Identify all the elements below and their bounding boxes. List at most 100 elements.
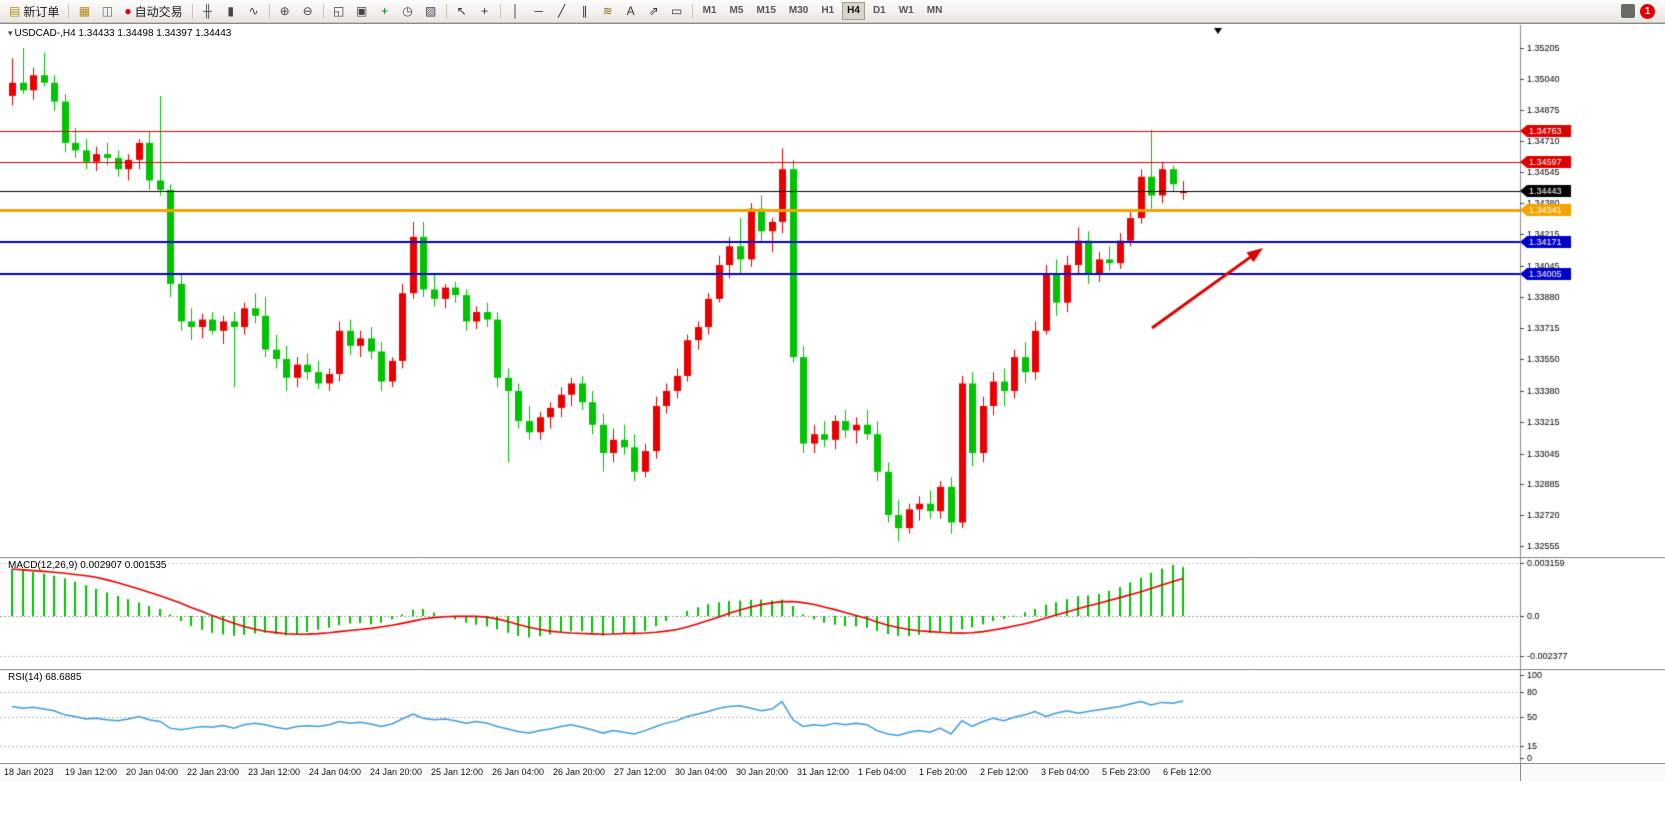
toolbar-separator: [68, 3, 70, 19]
tile-windows-icon[interactable]: ◱: [328, 1, 350, 22]
timeframe-button-d1[interactable]: D1: [872, 5, 886, 16]
horizontal-line-icon-glyph: ─: [534, 4, 543, 18]
time-label: 5 Feb 23:00: [1102, 767, 1151, 777]
rsi-indicator-label: RSI(14) 68.6885: [8, 672, 82, 683]
time-label: 27 Jan 12:00: [614, 767, 667, 777]
text-label-icon[interactable]: A: [620, 1, 642, 22]
candlestick-chart-icon-glyph: ▮: [227, 4, 234, 18]
timeframe-button-m15[interactable]: M15: [756, 5, 776, 16]
timeframe-button-h1[interactable]: H1: [821, 5, 835, 16]
toolbar: ▤ 新订单 ▦ ◫ ● 自动交易 ╫ ▮ ∿ ⊕ ⊖ ◱ ▣ + ◷ ▨ ↖ + │ ─ ╱ ∥ ≋ A ⇗ ▭ M1 M5 M15 M3…: [0, 0, 1665, 23]
time-label: 20 Jan 04:00: [126, 767, 179, 777]
charts-icon-glyph: ▦: [78, 4, 91, 18]
equidistant-channel-icon-glyph: ∥: [581, 4, 588, 18]
timeframe-button-m1[interactable]: M1: [702, 5, 717, 16]
text-label-icon-glyph: A: [626, 4, 635, 18]
new-order-label: 新订单: [23, 4, 60, 19]
crosshair-icon-glyph: +: [481, 4, 489, 18]
zoom-out-icon[interactable]: ⊖: [297, 1, 319, 22]
shapes-icon-glyph: ▭: [670, 4, 683, 18]
toolbar-separator: [268, 3, 270, 19]
time-label: 25 Jan 12:00: [431, 767, 484, 777]
notifications-badge[interactable]: 1: [1640, 3, 1655, 19]
time-label: 30 Jan 20:00: [736, 767, 789, 777]
toolbar-separator: [499, 3, 501, 19]
fibonacci-icon-glyph: ≋: [602, 4, 613, 18]
trendline-icon[interactable]: ╱: [551, 1, 573, 22]
zoom-in-icon-glyph: ⊕: [279, 4, 290, 18]
new-order-button[interactable]: ▤ 新订单: [4, 1, 64, 22]
arrows-tool-icon-glyph: ⇗: [648, 4, 659, 18]
time-label: 6 Feb 12:00: [1163, 767, 1212, 777]
charts-icon[interactable]: ▦: [73, 1, 95, 22]
add-indicator-icon[interactable]: +: [374, 1, 396, 22]
toolbar-separator: [445, 3, 447, 19]
chart-title-text: USDCAD-,H4 1.34433 1.34498 1.34397 1.344…: [14, 28, 232, 39]
templates-icon-glyph: ▨: [424, 4, 437, 18]
line-chart-icon[interactable]: ∿: [243, 1, 265, 22]
line-chart-icon-glyph: ∿: [248, 4, 259, 18]
side-panel-icon[interactable]: [1621, 4, 1635, 18]
fibonacci-icon[interactable]: ≋: [597, 1, 619, 22]
timeframe-button-w1[interactable]: W1: [898, 5, 914, 16]
cursor-icon[interactable]: ↖: [451, 1, 473, 22]
time-label: 2 Feb 12:00: [980, 767, 1029, 777]
toolbar-separator: [322, 3, 324, 19]
time-label: 26 Jan 20:00: [553, 767, 606, 777]
templates-icon[interactable]: ▨: [420, 1, 442, 22]
timeframe-button-h4[interactable]: H4: [842, 2, 865, 20]
tile-windows-icon-glyph: ◱: [332, 4, 345, 18]
time-axis[interactable]: 18 Jan 2023 19 Jan 12:00 20 Jan 04:00 22 Ja…: [0, 763, 1665, 781]
chart-window[interactable]: ▾ USDCAD-,H4 1.34433 1.34498 1.34397 1.34…: [0, 23, 1665, 833]
trendline-icon-glyph: ╱: [558, 4, 566, 18]
zoom-in-icon[interactable]: ⊕: [274, 1, 296, 22]
horizontal-line-icon[interactable]: ─: [528, 1, 550, 22]
time-label: 31 Jan 12:00: [797, 767, 850, 777]
macd-indicator-canvas[interactable]: [0, 557, 1665, 669]
periods-icon[interactable]: ◷: [397, 1, 419, 22]
arrows-tool-icon[interactable]: ⇗: [643, 1, 665, 22]
auto-arrange-icon-glyph: ▣: [355, 4, 368, 18]
time-label: 19 Jan 12:00: [65, 767, 118, 777]
bar-chart-icon-glyph: ╫: [203, 4, 212, 18]
time-label: 30 Jan 04:00: [675, 767, 728, 777]
zoom-out-icon-glyph: ⊖: [302, 4, 313, 18]
new-order-icon-glyph: ▤: [9, 4, 21, 18]
crosshair-icon[interactable]: +: [474, 1, 496, 22]
axis-separator: [1520, 763, 1521, 781]
time-label: 24 Jan 20:00: [370, 767, 423, 777]
timeframe-button-m5[interactable]: M5: [729, 5, 744, 16]
autotrade-button[interactable]: ● 自动交易: [119, 1, 187, 22]
auto-arrange-icon[interactable]: ▣: [351, 1, 373, 22]
autotrade-label: 自动交易: [134, 4, 183, 19]
time-label: 1 Feb 20:00: [919, 767, 968, 777]
time-label: 24 Jan 04:00: [309, 767, 362, 777]
toolbar-separator: [191, 3, 193, 19]
rsi-indicator-canvas[interactable]: [0, 669, 1665, 763]
equidistant-channel-icon[interactable]: ∥: [574, 1, 596, 22]
vertical-line-icon[interactable]: │: [505, 1, 527, 22]
chart-title: ▾ USDCAD-,H4 1.34433 1.34498 1.34397 1.34…: [8, 28, 231, 39]
time-label: 26 Jan 04:00: [492, 767, 545, 777]
navigator-icon-glyph: ◫: [101, 4, 114, 18]
candlestick-chart-icon[interactable]: ▮: [220, 1, 242, 22]
timeframe-button-mn[interactable]: MN: [926, 5, 943, 16]
time-label: 22 Jan 23:00: [187, 767, 240, 777]
time-label: 1 Feb 04:00: [858, 767, 907, 777]
autotrade-icon-glyph: ●: [124, 4, 132, 18]
time-label: 3 Feb 04:00: [1041, 767, 1090, 777]
navigator-icon[interactable]: ◫: [96, 1, 118, 22]
add-indicator-icon-glyph: +: [381, 4, 389, 18]
timeframe-button-m30[interactable]: M30: [788, 5, 809, 16]
chevron-down-icon[interactable]: ▾: [8, 28, 13, 38]
periods-icon-glyph: ◷: [402, 4, 413, 18]
time-label: 18 Jan 2023: [4, 767, 54, 777]
time-label: 23 Jan 12:00: [248, 767, 301, 777]
main-chart-canvas[interactable]: [0, 25, 1665, 557]
macd-indicator-label: MACD(12,26,9) 0.002907 0.001535: [8, 560, 167, 571]
bar-chart-icon[interactable]: ╫: [197, 1, 219, 22]
cursor-icon-glyph: ↖: [456, 4, 467, 18]
vertical-line-icon-glyph: │: [511, 4, 520, 18]
shapes-icon[interactable]: ▭: [666, 1, 688, 22]
